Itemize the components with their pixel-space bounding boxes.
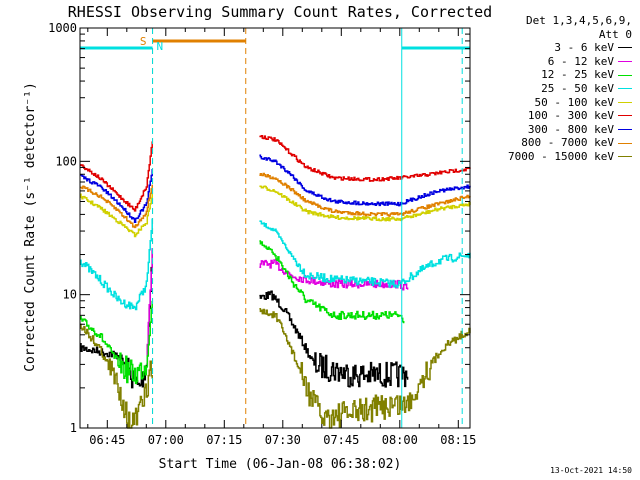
chart-title: RHESSI Observing Summary Count Rates, Co… [68, 3, 492, 21]
legend-swatch [618, 129, 632, 131]
series-line [259, 154, 471, 207]
legend-swatch [618, 115, 632, 117]
series-line [259, 185, 471, 222]
legend: Det 1,3,4,5,6,9, Att 0 3 - 6 keV 6 - 12 k… [486, 14, 632, 164]
legend-item: 50 - 100 keV [486, 96, 632, 110]
legend-swatch [618, 74, 632, 76]
series-line [259, 134, 471, 182]
legend-swatch [618, 101, 632, 103]
series-line [259, 259, 409, 291]
x-tick-label: 07:00 [148, 433, 184, 447]
x-tick-label: 06:45 [89, 433, 125, 447]
series-line [259, 240, 405, 324]
series-line [80, 141, 153, 212]
legend-item: 25 - 50 keV [486, 82, 632, 96]
legend-label: 6 - 12 keV [547, 54, 614, 68]
y-tick-label: 1000 [48, 21, 77, 35]
series-line [80, 218, 153, 311]
legend-item: 100 - 300 keV [486, 109, 632, 123]
series-line [80, 184, 153, 229]
legend-header-line: Det 1,3,4,5,6,9, [526, 14, 632, 27]
series-line [146, 248, 153, 365]
x-tick-label: 07:45 [323, 433, 359, 447]
night-flag-label: N [157, 40, 164, 53]
series-line [80, 323, 153, 429]
legend-label: 800 - 7000 keV [521, 136, 614, 150]
x-axis: 06:45 07:00 07:15 07:30 07:45 08:00 08:15 [87, 28, 476, 447]
x-tick-label: 08:00 [382, 433, 418, 447]
timestamp: 13-Oct-2021 14:50 [550, 466, 632, 475]
legend-item: 6 - 12 keV [486, 55, 632, 69]
legend-label: 25 - 50 keV [541, 81, 614, 95]
legend-swatch [618, 47, 632, 49]
legend-item: 3 - 6 keV [486, 41, 632, 55]
legend-label: 50 - 100 keV [534, 95, 614, 109]
series-line [259, 308, 471, 429]
legend-label: 3 - 6 keV [554, 41, 614, 55]
legend-label: 300 - 800 keV [527, 122, 614, 136]
y-tick-label: 10 [63, 288, 77, 302]
y-axis-label: Corrected Count Rate (s⁻¹ detector⁻¹) [23, 82, 38, 372]
series-line [259, 290, 409, 388]
series-layer [80, 134, 471, 429]
legend-label: 100 - 300 keV [527, 109, 614, 123]
legend-item: 7000 - 15000 keV [486, 150, 632, 164]
legend-label: 7000 - 15000 keV [508, 149, 614, 163]
y-tick-label: 1 [70, 421, 77, 435]
legend-rows: 3 - 6 keV 6 - 12 keV 12 - 25 keV 25 - 50 ke… [486, 41, 632, 163]
series-line [259, 220, 471, 289]
series-line [80, 169, 153, 223]
legend-swatch [618, 88, 632, 90]
x-axis-label: Start Time (06-Jan-08 06:38:02) [159, 457, 402, 472]
legend-item: 12 - 25 keV [486, 68, 632, 82]
series-line [80, 191, 153, 238]
legend-item: 800 - 7000 keV [486, 136, 632, 150]
series-line [259, 172, 471, 217]
legend-swatch [618, 156, 632, 158]
legend-swatch [618, 142, 632, 144]
y-tick-label: 100 [55, 154, 77, 168]
legend-item: 300 - 800 keV [486, 123, 632, 137]
x-tick-label: 07:15 [206, 433, 242, 447]
legend-swatch [618, 61, 632, 63]
series-line [80, 300, 153, 385]
saa-flag-label: S [140, 35, 147, 48]
plot-frame [79, 27, 471, 429]
x-tick-label: 07:30 [265, 433, 301, 447]
series-line [80, 250, 153, 389]
x-tick-label: 08:15 [440, 433, 476, 447]
legend-label: 12 - 25 keV [541, 68, 614, 82]
legend-header-line: Att 0 [598, 27, 632, 41]
y-axis: 1 10 100 1000 [48, 21, 470, 435]
